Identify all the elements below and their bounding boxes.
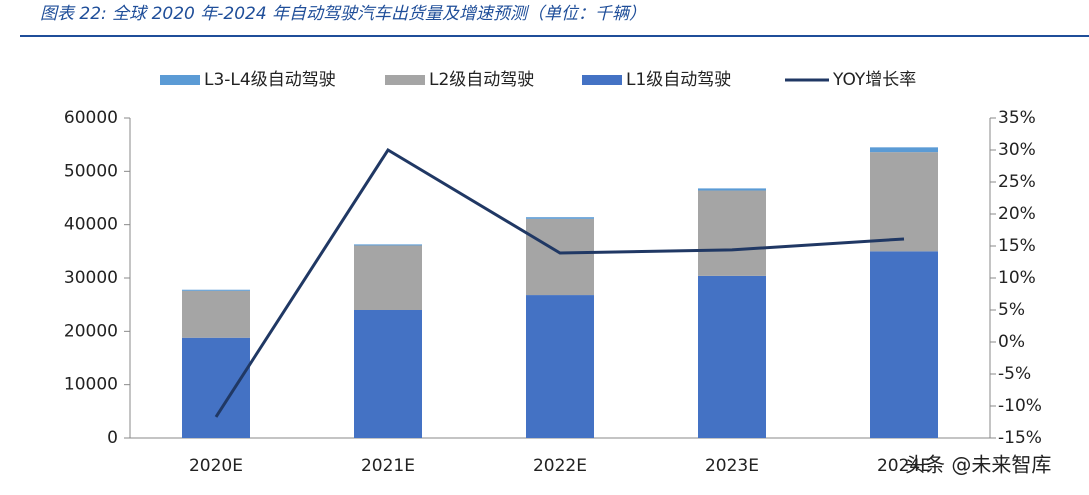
legend-label: L1级自动驾驶 [626, 70, 731, 90]
y-tick-label: 60000 [64, 108, 118, 128]
bar-segment [182, 290, 250, 338]
y-tick-label: 20000 [64, 321, 118, 341]
watermark: 头条 @未来智库 [905, 453, 1051, 477]
yoy-line [214, 147, 905, 418]
legend-label: L2级自动驾驶 [429, 70, 534, 90]
y2-tick-label: 35% [998, 108, 1036, 128]
x-tick-label: 2020E [189, 456, 243, 476]
bar-segment [526, 217, 594, 219]
x-tick-label: 2021E [361, 456, 415, 476]
bar-segment [182, 337, 250, 438]
bar-segment [354, 244, 422, 246]
bar-segment [354, 310, 422, 438]
y2-tick-label: 20% [998, 204, 1036, 224]
bar-segment [698, 188, 766, 191]
legend-swatch [385, 75, 425, 85]
bar-segment [870, 152, 938, 252]
y2-tick-label: -15% [998, 428, 1042, 448]
y-tick-label: 40000 [64, 215, 118, 235]
chart-title: 图表 22: 全球 2020 年-2024 年自动驾驶汽车出货量及增速预测（单位… [40, 4, 646, 24]
x-tick-label: 2022E [533, 456, 587, 476]
y2-tick-label: 5% [998, 300, 1025, 320]
y2-tick-label: 10% [998, 268, 1036, 288]
y-tick-label: 50000 [64, 161, 118, 181]
y2-tick-label: 15% [998, 236, 1036, 256]
bar-segment [354, 245, 422, 310]
legend-label: YOY增长率 [832, 70, 916, 90]
y2-tick-label: 30% [998, 140, 1036, 160]
y-tick-label: 10000 [64, 375, 118, 395]
bar-segment [526, 218, 594, 296]
legend-swatch [160, 75, 200, 85]
y2-tick-label: -5% [998, 364, 1031, 384]
bar-segment [870, 251, 938, 438]
x-tick-label: 2023E [705, 456, 759, 476]
bar-segment [526, 295, 594, 438]
y-tick-label: 0 [107, 428, 118, 448]
x-tick-label: 2024E [877, 456, 931, 476]
y2-tick-label: 25% [998, 172, 1036, 192]
legend-label: L3-L4级自动驾驶 [204, 70, 336, 90]
y-tick-label: 30000 [64, 268, 118, 288]
bar-segment [182, 289, 250, 291]
y2-tick-label: -10% [998, 396, 1042, 416]
bar-segment [698, 190, 766, 276]
bar-segment [870, 147, 938, 153]
legend-swatch [582, 75, 622, 85]
bar-segment [698, 275, 766, 438]
y2-tick-label: 0% [998, 332, 1025, 352]
